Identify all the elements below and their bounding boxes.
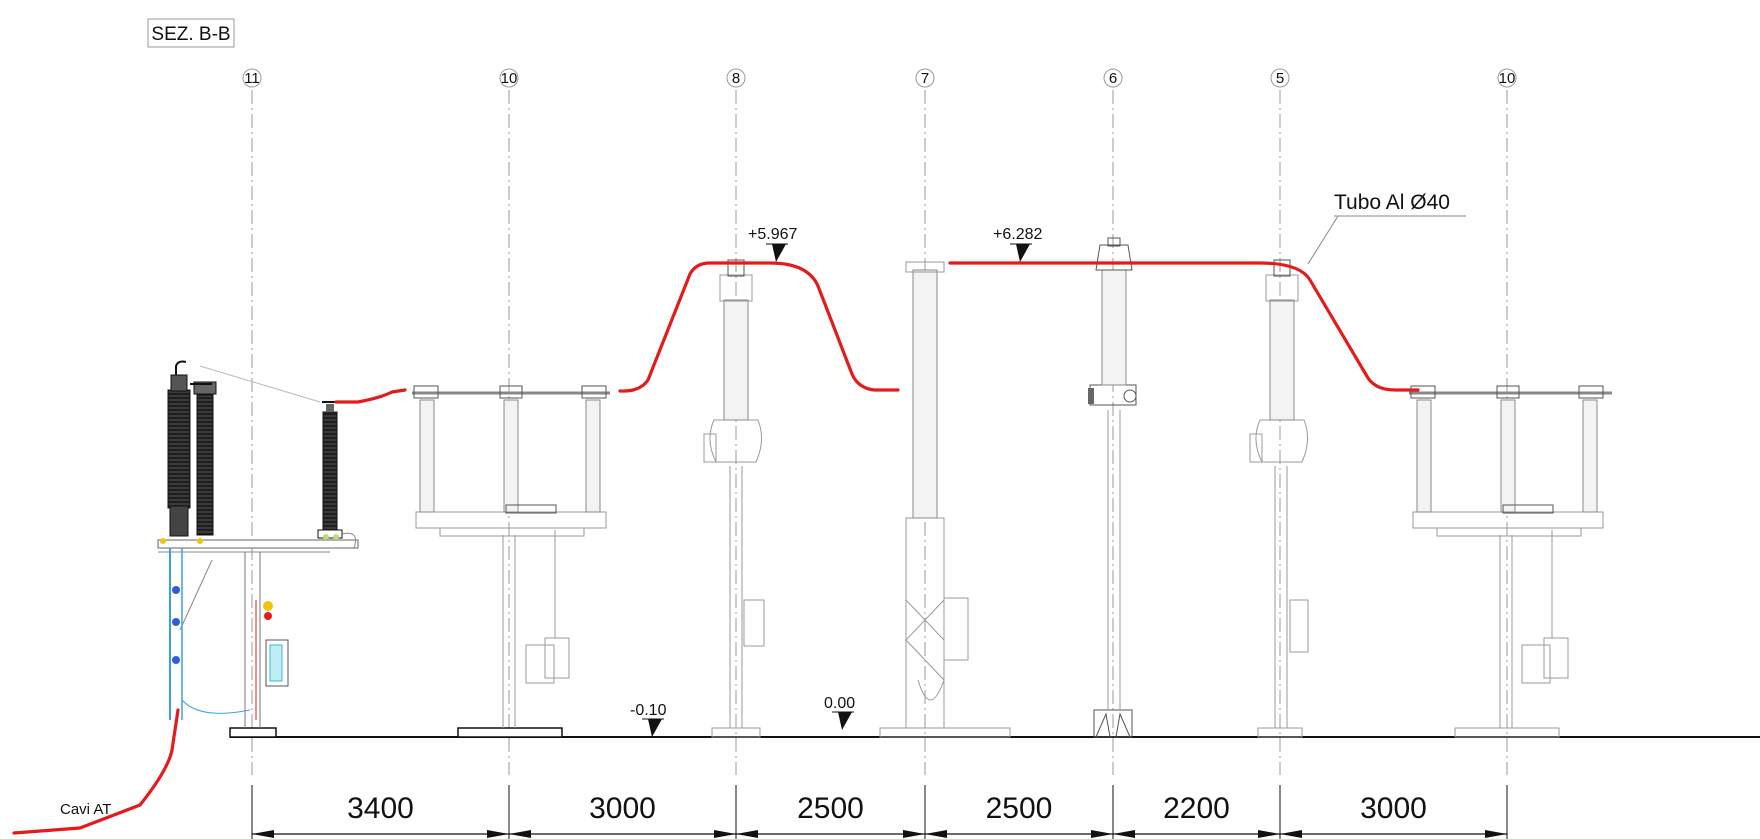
svg-text:7: 7 xyxy=(921,70,929,87)
current-transformer-1 xyxy=(703,259,765,738)
dimension-arrowhead xyxy=(487,830,509,838)
dimension-arrowhead xyxy=(1113,830,1135,838)
disconnector-2 xyxy=(1409,385,1612,738)
dimension-arrowhead xyxy=(1280,830,1302,838)
axis-bubble-5: 5 xyxy=(1270,68,1290,88)
elevation-marker-4: 0.00 xyxy=(824,695,855,730)
dimension-arrowhead xyxy=(714,830,736,838)
axis-bubble-6: 6 xyxy=(1103,68,1123,88)
section-title: SEZ. B-B xyxy=(147,18,235,48)
axis-bubble-10: 10 xyxy=(499,68,519,88)
dimension-arrowhead xyxy=(1258,830,1280,838)
cable-at xyxy=(12,708,180,835)
dimension-label: 3000 xyxy=(589,792,656,825)
cable-termination-group xyxy=(157,360,359,738)
dimension-label: 3400 xyxy=(347,792,414,825)
elevation-marker-2: +6.282 xyxy=(993,226,1042,262)
svg-text:+6.282: +6.282 xyxy=(993,226,1042,243)
dimension-arrowhead xyxy=(903,830,925,838)
svg-text:6: 6 xyxy=(1109,70,1117,87)
disconnector-1 xyxy=(412,385,610,738)
svg-text:0.00: 0.00 xyxy=(824,695,855,712)
dimension-arrowhead xyxy=(252,830,274,838)
svg-text:10: 10 xyxy=(1499,70,1516,87)
dimension-label: 2500 xyxy=(797,792,864,825)
circuit-breaker xyxy=(1082,237,1146,738)
axis-bubble-7: 7 xyxy=(915,68,935,88)
tube-note-leader xyxy=(1307,215,1339,265)
elevation-marker-1: +5.967 xyxy=(748,226,797,262)
dimension-label: 3000 xyxy=(1360,792,1427,825)
tube-note: Tubo Al Ø40 xyxy=(1334,191,1450,214)
dimension-arrowhead xyxy=(1091,830,1113,838)
svg-text:11: 11 xyxy=(244,70,260,87)
dimension-arrowhead xyxy=(1485,830,1507,838)
svg-text:+5.967: +5.967 xyxy=(748,226,797,243)
dimension-labels: 3400 3000 2500 2500 2200 3000 xyxy=(347,792,1427,825)
cable-note: Cavi AT xyxy=(60,801,111,818)
dimension-arrowhead xyxy=(736,830,758,838)
axis-bubble-10b: 10 xyxy=(1497,68,1517,88)
dimension-label: 2500 xyxy=(986,792,1053,825)
axis-lines xyxy=(251,90,1508,775)
axis-bubble-11: 11 xyxy=(242,68,262,88)
current-transformer-2 xyxy=(1249,259,1309,738)
dimension-label: 2200 xyxy=(1163,792,1230,825)
svg-text:10: 10 xyxy=(501,70,518,87)
post-insulator-lattice xyxy=(879,261,1011,738)
dimension-arrowhead xyxy=(509,830,531,838)
svg-text:8: 8 xyxy=(732,70,740,87)
axis-bubble-8: 8 xyxy=(726,68,746,88)
aluminum-tube-conductor xyxy=(334,261,1420,404)
svg-text:SEZ. B-B: SEZ. B-B xyxy=(151,24,230,45)
dimension-chain xyxy=(251,785,1508,839)
svg-text:5: 5 xyxy=(1276,70,1284,87)
dimension-arrowhead xyxy=(925,830,947,838)
svg-text:-0.10: -0.10 xyxy=(630,702,667,719)
elevation-marker-3: -0.10 xyxy=(630,702,667,737)
